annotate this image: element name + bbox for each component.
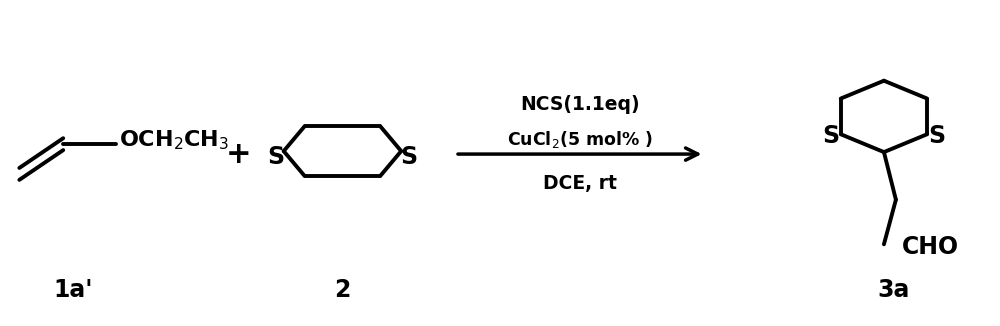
Text: S: S — [929, 124, 946, 148]
Text: CuCl$_2$(5 mol% ): CuCl$_2$(5 mol% ) — [507, 129, 653, 150]
Text: CHO: CHO — [902, 235, 959, 259]
Text: 2: 2 — [334, 278, 351, 302]
Text: 3a: 3a — [878, 278, 910, 302]
Text: DCE, rt: DCE, rt — [543, 174, 617, 193]
Text: S: S — [267, 145, 284, 169]
Text: NCS(1.1eq): NCS(1.1eq) — [520, 95, 640, 114]
Text: 1a': 1a' — [53, 278, 93, 302]
Text: S: S — [822, 124, 839, 148]
Text: +: + — [226, 140, 252, 169]
Text: OCH$_2$CH$_3$: OCH$_2$CH$_3$ — [119, 128, 229, 152]
Text: S: S — [401, 145, 418, 169]
